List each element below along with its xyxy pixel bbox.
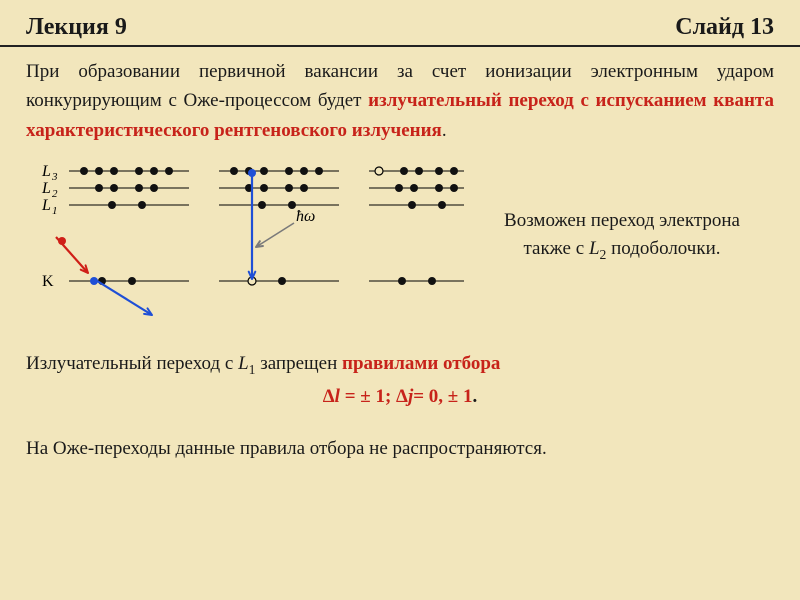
side-note-2a: также с	[523, 238, 588, 259]
lower1-emph: правилами отбора	[342, 353, 500, 374]
svg-text:1: 1	[52, 205, 58, 217]
svg-text:K: K	[42, 273, 54, 290]
lower1-b: запрещен	[255, 353, 342, 374]
selection-rules: Δl = ± 1; Δj= 0, ± 1.	[0, 386, 800, 408]
side-note-line1: Возможен переход электрона	[468, 207, 776, 236]
intro-tail: .	[442, 120, 447, 141]
slide-number: Слайд 13	[675, 14, 774, 41]
lower1-a: Излучательный переход с	[26, 353, 238, 374]
svg-text:L: L	[41, 180, 51, 197]
side-note: Возможен переход электрона также с L2 по…	[464, 207, 776, 266]
svg-text:ħω: ħω	[296, 208, 315, 225]
lower1-L: L	[238, 353, 249, 374]
svg-text:L: L	[41, 163, 51, 180]
svg-text:3: 3	[51, 171, 58, 183]
intro-paragraph: При образовании первичной вакансии за сч…	[0, 47, 800, 145]
energy-level-diagram: L3L2L1Kħω	[24, 151, 464, 321]
side-note-L: L	[589, 238, 600, 259]
svg-text:L: L	[41, 197, 51, 214]
side-note-2b: подоболочки.	[606, 238, 720, 259]
lecture-number: Лекция 9	[26, 14, 127, 41]
lower-paragraph-2: На Оже-переходы данные правила отбора не…	[0, 434, 800, 463]
side-note-line2: также с L2 подоболочки.	[468, 235, 776, 265]
svg-text:2: 2	[52, 188, 58, 200]
lower-paragraph-1: Излучательный переход с L1 запрещен прав…	[0, 349, 800, 380]
